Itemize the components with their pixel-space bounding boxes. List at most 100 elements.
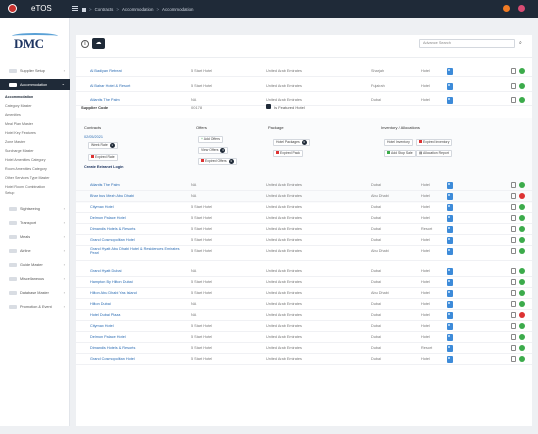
hotel-name-link[interactable]: Grand Cosmopolitan Hotel [90, 357, 135, 361]
bulk-edit-icon[interactable] [447, 323, 453, 330]
expired-offers-button[interactable]: Expired Offers 3 [198, 158, 237, 165]
sidebar-subitem-room-combination[interactable]: Hotel Room Combination [5, 185, 46, 189]
sidebar-item-supplier-setup[interactable]: Supplier Setup › [0, 66, 70, 75]
table-row[interactable]: Atlantis The Palm NA United Arab Emirate… [76, 95, 532, 106]
active-status-icon[interactable] [519, 215, 525, 221]
edit-icon[interactable] [511, 301, 516, 307]
allocation-report-button[interactable]: ▤ Allocation Report [416, 150, 452, 157]
sidebar-item-meals[interactable]: Meals › [0, 232, 70, 241]
table-row[interactable]: Grand Hyatt Abu Dhabi Hotel & Residences… [76, 246, 532, 261]
edit-icon[interactable] [511, 97, 516, 103]
table-row[interactable]: Delmon Palace Hotel 5 Start Hotel United… [76, 332, 532, 343]
active-status-icon[interactable] [519, 182, 525, 188]
sidebar-item-airline[interactable]: Airline › [0, 246, 70, 255]
bulk-edit-icon[interactable] [447, 204, 453, 211]
bulk-edit-icon[interactable] [447, 182, 453, 189]
bulk-edit-icon[interactable] [447, 356, 453, 363]
hotel-name-link[interactable]: Hilton Dubai [90, 302, 111, 306]
edit-icon[interactable] [511, 83, 516, 89]
edit-icon[interactable] [511, 68, 516, 74]
edit-icon[interactable] [511, 193, 516, 199]
expired-inventory-button[interactable]: Expired Inventory [416, 139, 453, 146]
table-row[interactable]: Grand Cosmopolitan Hotel 5 Start Hotel U… [76, 235, 532, 246]
hotel-name-link[interactable]: Citymax Hotel [90, 324, 114, 328]
bulk-edit-icon[interactable] [447, 334, 453, 341]
edit-icon[interactable] [511, 312, 516, 318]
sidebar-item-database-master[interactable]: Database Master › [0, 288, 70, 297]
edit-icon[interactable] [511, 290, 516, 296]
table-row[interactable]: Hilton Abu Dhabi Yas Island 5 Start Hote… [76, 288, 532, 299]
hotel-name-link[interactable]: Atlantis The Palm [90, 183, 120, 187]
hotel-name-link[interactable]: Al Badiyan Retreat [90, 69, 122, 73]
active-status-icon[interactable] [519, 237, 525, 243]
table-row[interactable]: Hotel Dubai Plaza NA United Arab Emirate… [76, 310, 532, 321]
hotel-name-link[interactable]: Delmon Palace Hotel [90, 335, 126, 339]
hotel-inventory-button[interactable]: Hotel Inventory [384, 139, 413, 146]
edit-icon[interactable] [511, 323, 516, 329]
menu-toggle-icon[interactable] [72, 6, 78, 11]
table-row[interactable]: Bhar bus Mezh Abu Dhabi NA United Arab E… [76, 191, 532, 202]
table-row[interactable]: Dimandis Hotels & Resorts 5 Start Hotel … [76, 343, 532, 354]
bulk-edit-icon[interactable] [447, 83, 453, 90]
active-status-icon[interactable] [519, 290, 525, 296]
bulk-edit-icon[interactable] [447, 226, 453, 233]
bulk-edit-icon[interactable] [447, 268, 453, 275]
active-status-icon[interactable] [519, 68, 525, 74]
sidebar-subitem-room-amenities-category[interactable]: Room Amenities Category [5, 167, 47, 171]
table-row[interactable]: Hampton By Hilton Dubai 5 Start Hotel Un… [76, 277, 532, 288]
home-icon[interactable] [82, 7, 86, 12]
sidebar-subitem-amenities[interactable]: Amenities [5, 113, 21, 117]
hotel-name-link[interactable]: Al Bahar Hotel & Resort [90, 84, 131, 88]
bulk-edit-icon[interactable] [447, 193, 453, 200]
bulk-edit-icon[interactable] [447, 248, 453, 255]
edit-icon[interactable] [511, 182, 516, 188]
hotel-name-link[interactable]: Citymax Hotel [90, 205, 114, 209]
sidebar-subitem-accommodation[interactable]: Accommodation [5, 95, 34, 99]
inactive-status-icon[interactable] [519, 312, 525, 318]
table-row[interactable]: Delmon Palace Hotel 5 Start Hotel United… [76, 213, 532, 224]
active-status-icon[interactable] [519, 83, 525, 89]
edit-icon[interactable] [511, 279, 516, 285]
sidebar-subitem-category-master[interactable]: Category Master [5, 104, 32, 108]
sidebar-item-guide-master[interactable]: Guide Master › [0, 260, 70, 269]
table-row[interactable]: Citymax Hotel 5 Start Hotel United Arab … [76, 321, 532, 332]
view-offers-button[interactable]: View Offers 3 [198, 147, 229, 154]
bulk-edit-icon[interactable] [447, 215, 453, 222]
table-row[interactable]: Hilton Dubai NA United Arab Emirates Dub… [76, 299, 532, 310]
sidebar-item-transport[interactable]: Transport › [0, 218, 70, 227]
hotel-name-link[interactable]: Hampton By Hilton Dubai [90, 280, 133, 284]
edit-icon[interactable] [511, 204, 516, 210]
edit-icon[interactable] [511, 356, 516, 362]
table-row[interactable]: Al Badiyan Retreat 5 Start Hotel United … [76, 66, 532, 77]
table-row[interactable]: Atlantis The Palm NA United Arab Emirate… [76, 180, 532, 191]
sidebar-subitem-hotel-amenities-category[interactable]: Hotel Amenities Category [5, 158, 46, 162]
bulk-edit-icon[interactable] [447, 279, 453, 286]
active-status-icon[interactable] [519, 97, 525, 103]
notification-icon[interactable] [503, 5, 510, 12]
hotel-name-link[interactable]: Hotel Dubai Plaza [90, 313, 121, 317]
edit-icon[interactable] [511, 268, 516, 274]
create-extranet-login-link[interactable]: Create Extranet Login [84, 165, 124, 169]
table-row[interactable]: Al Bahar Hotel & Resort 5 Start Hotel Un… [76, 81, 532, 92]
flag-icon[interactable] [8, 4, 17, 13]
sidebar-item-promotion-event[interactable]: Promotion & Event › [0, 302, 70, 311]
user-avatar[interactable] [518, 5, 525, 12]
table-row[interactable]: Dimandis Hotels & Resorts 5 Start Hotel … [76, 224, 532, 235]
active-status-icon[interactable] [519, 301, 525, 307]
hotel-name-link[interactable]: Hilton Abu Dhabi Yas Island [90, 291, 137, 295]
active-status-icon[interactable] [519, 248, 525, 254]
active-status-icon[interactable] [519, 334, 525, 340]
contracts-date-link[interactable]: 02/05/2021 [84, 135, 104, 139]
bulk-edit-icon[interactable] [447, 301, 453, 308]
hotel-name-link[interactable]: Grand Hyatt Dubai [90, 269, 122, 273]
add-offers-button[interactable]: + Add Offers [198, 136, 223, 143]
bulk-edit-icon[interactable] [447, 97, 453, 104]
edit-icon[interactable] [511, 237, 516, 243]
active-status-icon[interactable] [519, 268, 525, 274]
active-status-icon[interactable] [519, 323, 525, 329]
sidebar-subitem-meal-plan[interactable]: Meal Plan Master [5, 122, 33, 126]
search-icon[interactable]: ⌕ [519, 40, 522, 46]
info-icon[interactable]: i [81, 40, 89, 48]
hotel-name-link[interactable]: Dimandis Hotels & Resorts [90, 346, 136, 350]
sidebar-item-accommodation[interactable]: Accommodation ⌄ [0, 79, 70, 90]
